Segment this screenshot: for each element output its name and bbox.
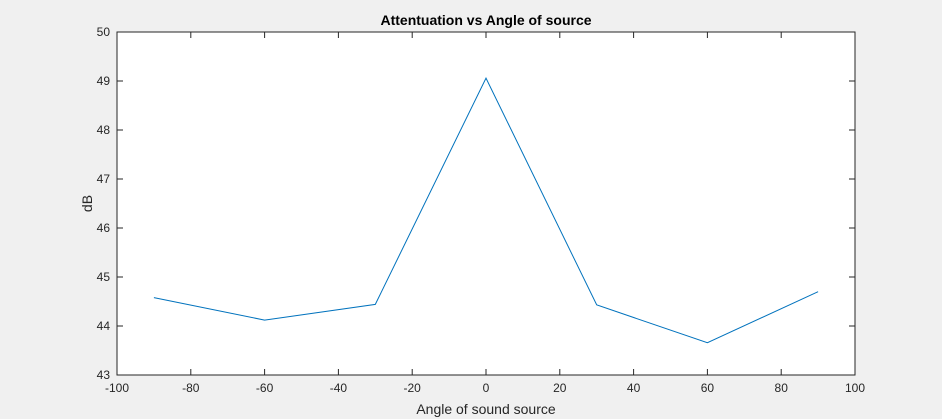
chart-title: Attentuation vs Angle of source <box>380 12 591 28</box>
x-tick-label: -80 <box>182 381 200 395</box>
y-tick-label: 43 <box>97 368 111 382</box>
x-tick-label: -20 <box>404 381 422 395</box>
y-tick-label: 45 <box>97 270 111 284</box>
y-tick-labels: 43 44 45 46 47 48 49 50 <box>97 25 111 382</box>
x-tick-label: 80 <box>775 381 789 395</box>
x-tick-label: -40 <box>330 381 348 395</box>
y-tick-label: 47 <box>97 172 111 186</box>
x-tick-label: 0 <box>483 381 490 395</box>
y-tick-label: 46 <box>97 221 111 235</box>
x-tick-label: 60 <box>701 381 715 395</box>
y-axis-label: dB <box>79 195 95 212</box>
x-tick-labels: -100 -80 -60 -40 -20 0 20 40 60 80 100 <box>105 381 865 395</box>
series-line <box>153 76 819 344</box>
x-tick-label: 40 <box>627 381 641 395</box>
y-tick-label: 44 <box>97 319 111 333</box>
x-tick-label: -100 <box>105 381 129 395</box>
y-tick-label: 50 <box>97 25 111 39</box>
plot-area <box>117 32 855 375</box>
x-axis-label: Angle of sound source <box>416 401 556 417</box>
plot-box <box>116 31 856 376</box>
y-tick-label: 48 <box>97 123 111 137</box>
x-tick-label: 20 <box>553 381 567 395</box>
x-tick-label: 100 <box>845 381 865 395</box>
x-tick-label: -60 <box>256 381 274 395</box>
y-tick-label: 49 <box>97 74 111 88</box>
